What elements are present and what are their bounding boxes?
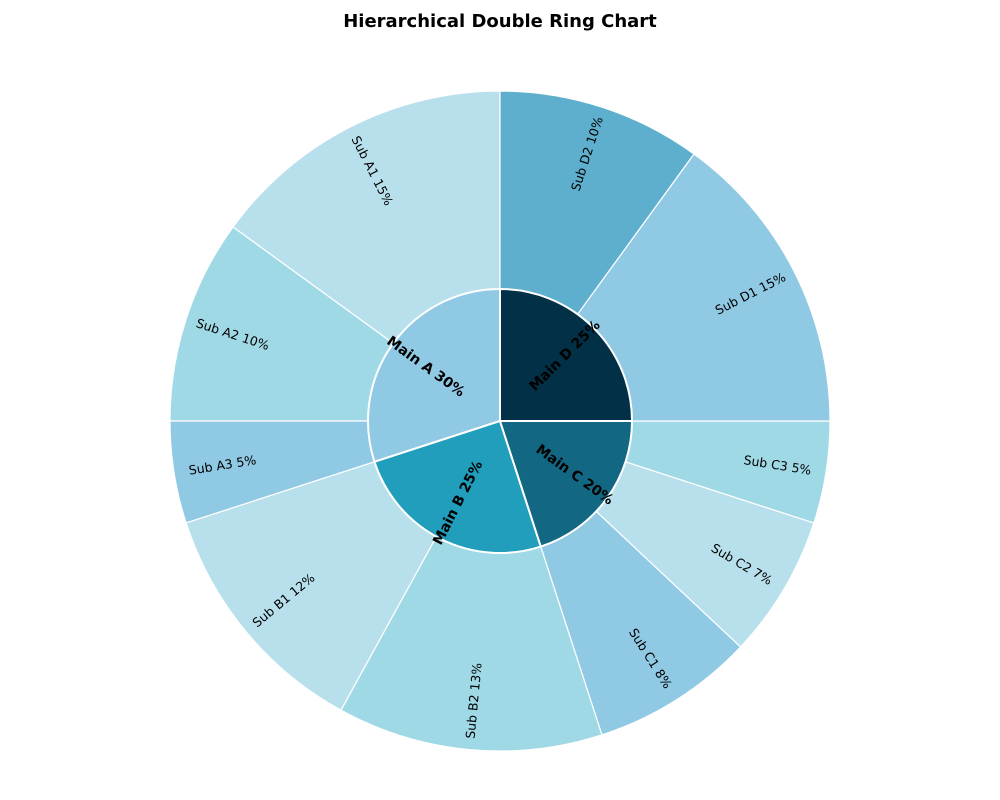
- main-c-wedge: [499, 420, 633, 548]
- main-d-wedge: [499, 288, 633, 422]
- chart-title: Hierarchical Double Ring Chart: [343, 11, 657, 32]
- main-a-wedge: [367, 288, 501, 463]
- outer-ring: [169, 90, 831, 752]
- inner-ring: [367, 288, 633, 554]
- main-b-wedge: [373, 420, 542, 554]
- sub-b2-label: Sub B2 13%: [463, 662, 485, 739]
